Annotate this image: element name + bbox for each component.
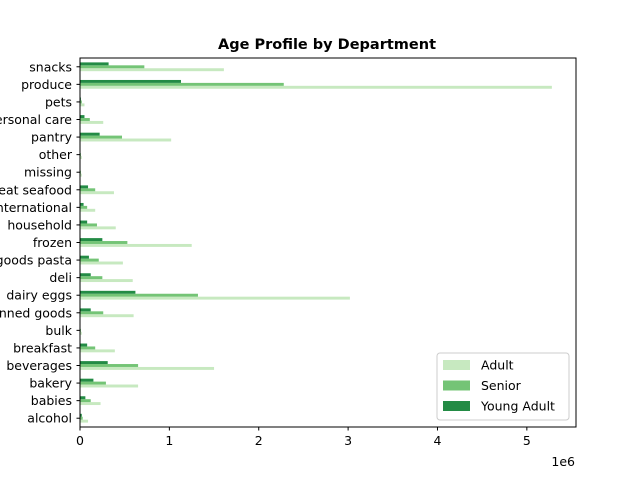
bar-senior-alcohol — [80, 416, 83, 420]
bar-adult-household — [80, 226, 116, 230]
bar-adult-bakery — [80, 384, 139, 388]
bar-adult-deli — [80, 279, 133, 283]
bar-young-adult-personal-care — [80, 115, 85, 119]
bar-young-adult-bakery — [80, 378, 94, 382]
legend-label-adult: Adult — [481, 358, 514, 373]
bar-adult-pantry — [80, 138, 172, 142]
legend: Adult Senior Young Adult — [436, 352, 570, 421]
bar-young-adult-meat-seafood — [80, 185, 89, 189]
x-tick-label-5: 5 — [523, 433, 531, 448]
bar-senior-international — [80, 205, 88, 209]
bar-adult-meat-seafood — [80, 191, 114, 195]
y-tick-label-snacks: snacks — [29, 59, 72, 74]
y-axis: alcohol babies bakery beverages breakfast bul… — [0, 59, 80, 426]
legend-swatch-young-adult — [443, 401, 470, 411]
bar-adult-other — [80, 156, 82, 160]
bar-adult-breakfast — [80, 349, 115, 353]
bar-senior-household — [80, 223, 97, 227]
bar-senior-meat-seafood — [80, 188, 96, 192]
bar-adult-frozen — [80, 243, 192, 247]
bar-senior-breakfast — [80, 346, 96, 350]
bar-senior-bakery — [80, 381, 106, 385]
bar-young-adult-babies — [80, 396, 86, 400]
y-tick-label-beverages: beverages — [6, 358, 72, 373]
legend-swatch-senior — [443, 380, 470, 391]
legend-label-young-adult: Young Adult — [480, 399, 555, 414]
bar-adult-missing — [80, 173, 82, 177]
bar-adult-beverages — [80, 366, 215, 370]
bar-young-adult-frozen — [80, 238, 103, 242]
y-tick-label-canned-goods: canned goods — [0, 305, 72, 320]
plot-frame — [79, 57, 577, 428]
y-tick-label-bulk: bulk — [45, 323, 72, 338]
y-tick-label-produce: produce — [21, 77, 72, 92]
y-tick-label-dairy-eggs: dairy eggs — [6, 288, 72, 303]
y-tick-label-meat-seafood: meat seafood — [0, 182, 72, 197]
bar-adult-pets — [80, 103, 85, 107]
bar-adult-international — [80, 208, 96, 212]
y-tick-label-deli: deli — [49, 270, 72, 285]
bars-group — [80, 62, 552, 423]
bar-adult-babies — [80, 402, 101, 406]
y-tick-label-dry-goods-pasta: dry goods pasta — [0, 253, 72, 268]
bar-young-adult-dry-goods-pasta — [80, 255, 89, 259]
bar-young-adult-snacks — [80, 62, 109, 66]
y-tick-label-pets: pets — [45, 94, 72, 109]
y-tick-label-pantry: pantry — [31, 130, 73, 145]
bar-senior-frozen — [80, 241, 128, 244]
bar-young-adult-produce — [80, 79, 181, 83]
bar-young-adult-alcohol — [80, 413, 82, 417]
y-tick-label-breakfast: breakfast — [13, 340, 72, 355]
y-tick-label-international: international — [0, 200, 72, 215]
legend-swatch-adult — [443, 360, 470, 370]
bar-senior-personal-care — [80, 118, 90, 121]
bar-adult-dairy-eggs — [80, 296, 350, 300]
y-tick-label-bakery: bakery — [29, 376, 72, 391]
y-tick-label-other: other — [39, 147, 73, 162]
bar-adult-canned-goods — [80, 314, 134, 318]
x-tick-label-4: 4 — [434, 433, 442, 448]
y-tick-label-babies: babies — [31, 393, 72, 408]
bar-senior-beverages — [80, 364, 139, 367]
bar-senior-deli — [80, 276, 103, 280]
x-tick-label-0: 0 — [76, 433, 84, 448]
bar-senior-pantry — [80, 135, 123, 139]
bar-young-adult-pantry — [80, 132, 100, 136]
x-tick-label-1: 1 — [165, 433, 173, 448]
bar-adult-personal-care — [80, 120, 104, 124]
bar-adult-bulk — [80, 331, 82, 335]
bar-senior-babies — [80, 399, 91, 403]
bar-young-adult-beverages — [80, 361, 108, 365]
x-axis: 0 1 2 3 4 5 — [76, 427, 531, 448]
bar-young-adult-dairy-eggs — [80, 290, 136, 294]
y-tick-label-missing: missing — [24, 165, 72, 180]
bar-senior-produce — [80, 82, 284, 86]
bar-senior-dry-goods-pasta — [80, 258, 99, 262]
bar-senior-snacks — [80, 65, 145, 69]
legend-label-senior: Senior — [481, 378, 522, 393]
bar-senior-canned-goods — [80, 311, 104, 315]
bar-young-adult-household — [80, 220, 88, 224]
y-tick-label-alcohol: alcohol — [27, 411, 72, 426]
chart-title: Age Profile by Department — [218, 37, 436, 53]
bar-senior-pets — [80, 100, 82, 104]
bar-young-adult-breakfast — [80, 343, 88, 347]
y-tick-label-frozen: frozen — [33, 235, 72, 250]
bar-adult-produce — [80, 85, 552, 89]
bar-senior-dairy-eggs — [80, 293, 198, 297]
x-tick-label-3: 3 — [344, 433, 352, 448]
bar-young-adult-international — [80, 202, 84, 206]
bar-young-adult-canned-goods — [80, 308, 91, 312]
bar-adult-snacks — [80, 68, 224, 72]
y-tick-label-personal-care: personal care — [0, 112, 72, 127]
bar-young-adult-deli — [80, 273, 91, 277]
bar-adult-dry-goods-pasta — [80, 261, 123, 265]
x-tick-label-2: 2 — [255, 433, 263, 448]
bar-adult-alcohol — [80, 419, 89, 423]
y-tick-label-household: household — [7, 217, 72, 232]
x-scale-label: 1e6 — [551, 454, 575, 469]
